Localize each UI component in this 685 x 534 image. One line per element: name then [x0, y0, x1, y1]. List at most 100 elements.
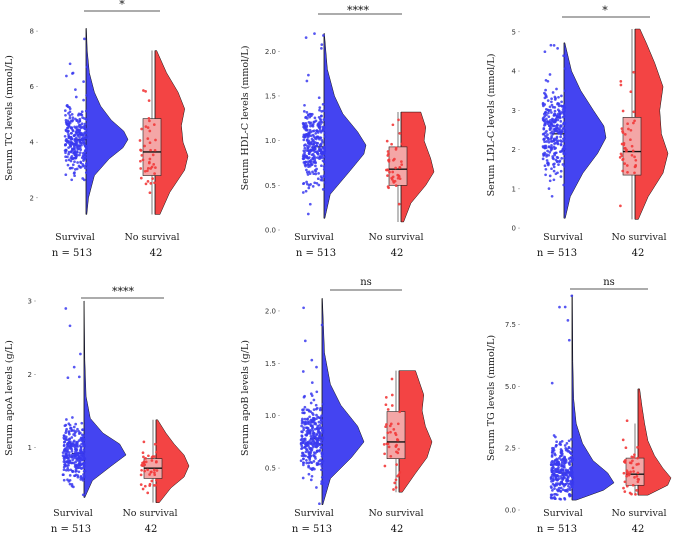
data-point-survival [68, 116, 72, 120]
data-point-survival [72, 365, 76, 369]
x-tick-label-survival: Survival [53, 508, 93, 519]
data-point-survival [69, 159, 73, 163]
data-point-survival [306, 146, 309, 150]
data-point-no-survival [147, 116, 151, 120]
data-point-survival [550, 167, 553, 171]
y-tick-label: 3 [28, 298, 32, 306]
data-point-survival [304, 450, 308, 454]
data-point-no-survival [140, 154, 144, 157]
data-point-survival [72, 456, 76, 460]
data-point-survival [85, 65, 89, 69]
data-point-survival [544, 173, 547, 177]
data-point-no-survival [625, 419, 629, 423]
data-point-survival [310, 358, 314, 362]
n-label-survival: n = 513 [51, 524, 91, 534]
data-point-survival [311, 157, 315, 161]
data-point-survival [74, 464, 78, 467]
data-point-survival [83, 157, 87, 161]
data-point-survival [62, 443, 66, 447]
data-point-no-survival [386, 408, 390, 411]
data-point-survival [64, 118, 68, 122]
data-point-survival [78, 153, 81, 157]
data-point-no-survival [149, 148, 152, 152]
data-point-no-survival [143, 169, 147, 173]
data-point-survival [64, 455, 68, 459]
panel-serum-apob: Serum apoB levels (g/L) ns Survival No s… [240, 277, 433, 534]
data-point-survival [307, 73, 310, 77]
data-point-survival [550, 100, 553, 104]
data-point-survival [79, 161, 83, 165]
data-point-survival [321, 459, 325, 463]
data-point-no-survival [388, 170, 391, 174]
data-point-no-survival [635, 489, 639, 492]
data-point-survival [64, 155, 67, 159]
data-point-survival [71, 129, 75, 133]
data-point-no-survival [148, 482, 152, 486]
data-point-survival [66, 443, 69, 446]
data-point-survival [553, 113, 557, 116]
data-point-survival [64, 460, 67, 464]
data-point-survival [544, 78, 548, 82]
data-point-survival [551, 496, 555, 500]
data-point-no-survival [155, 469, 159, 472]
data-point-survival [82, 80, 85, 83]
data-point-survival [66, 376, 70, 380]
data-point-no-survival [619, 83, 623, 87]
data-point-survival [570, 466, 574, 469]
data-point-survival [312, 135, 316, 138]
data-point-survival [302, 411, 306, 415]
data-point-survival [316, 449, 319, 453]
data-point-survival [305, 168, 308, 172]
data-point-no-survival [144, 90, 147, 93]
data-point-survival [562, 137, 565, 141]
data-point-survival [542, 153, 546, 157]
data-point-survival [81, 428, 84, 432]
data-point-no-survival [390, 393, 394, 397]
data-point-survival [560, 94, 563, 98]
data-point-survival [555, 461, 559, 465]
x-tick-label-survival: Survival [543, 508, 583, 519]
data-point-survival [68, 324, 72, 328]
y-tick-label: 6 [30, 83, 35, 91]
data-point-survival [306, 455, 310, 459]
data-point-survival [559, 143, 563, 147]
data-point-no-survival [386, 174, 389, 177]
data-point-no-survival [151, 153, 155, 157]
data-point-survival [549, 493, 553, 497]
data-point-no-survival [636, 446, 639, 449]
data-point-survival [546, 133, 549, 136]
data-point-survival [322, 118, 326, 121]
x-tick-label-survival: Survival [543, 232, 583, 243]
data-point-survival [567, 439, 571, 443]
data-point-survival [65, 137, 68, 141]
data-point-survival [75, 440, 78, 444]
data-point-survival [310, 137, 314, 141]
data-point-survival [63, 463, 67, 466]
data-point-survival [314, 442, 317, 446]
data-point-survival [80, 433, 84, 437]
panel-serum-ldl-c: Serum LDL-C levels (mmol/L) * Survival N… [486, 4, 669, 259]
data-point-survival [319, 446, 323, 449]
density-no-survival [634, 28, 669, 220]
data-point-no-survival [633, 119, 636, 123]
data-point-no-survival [390, 176, 394, 180]
data-point-no-survival [153, 471, 156, 474]
data-point-survival [549, 139, 553, 143]
data-point-survival [543, 140, 546, 144]
data-point-survival [67, 422, 71, 426]
data-point-survival [73, 452, 76, 456]
significance-label: **** [112, 285, 135, 298]
data-point-survival [79, 457, 82, 460]
data-point-no-survival [141, 158, 145, 162]
data-point-survival [556, 142, 560, 146]
data-point-survival [74, 95, 78, 99]
data-point-survival [320, 164, 323, 168]
data-point-survival [67, 431, 71, 434]
data-point-survival [564, 446, 568, 450]
data-point-survival [77, 375, 81, 379]
y-tick-label: 7.5 [505, 321, 516, 329]
data-point-survival [68, 442, 71, 445]
data-point-survival [556, 159, 559, 163]
data-point-survival [315, 417, 318, 421]
data-point-survival [563, 121, 567, 125]
